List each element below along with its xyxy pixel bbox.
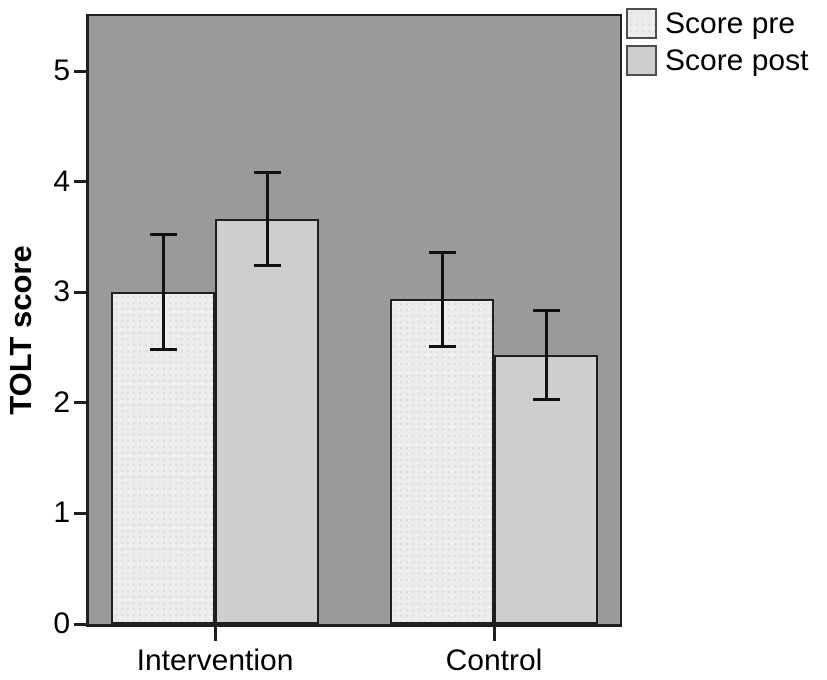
error-bar-cap-bottom-control-score-pre xyxy=(428,345,456,349)
y-tick-mark-2 xyxy=(74,401,86,405)
y-tick-mark-5 xyxy=(74,69,86,73)
x-category-label-intervention: Intervention xyxy=(136,644,294,677)
error-bar-cap-top-intervention-score-post xyxy=(253,171,281,175)
y-tick-label-3: 3 xyxy=(53,275,70,309)
error-bar-cap-top-control-score-pre xyxy=(428,251,456,255)
error-bar-line-control-score-post xyxy=(544,310,548,400)
y-tick-mark-1 xyxy=(74,511,86,515)
y-tick-label-2: 2 xyxy=(53,385,70,419)
bar-intervention-score-post xyxy=(215,219,319,624)
plot-area xyxy=(86,14,622,627)
legend-swatch-score-pre xyxy=(626,8,657,39)
y-tick-mark-0 xyxy=(74,622,86,626)
error-bar-line-control-score-pre xyxy=(440,252,444,347)
y-tick-label-0: 0 xyxy=(53,607,70,640)
legend-label-score-post: Score post xyxy=(665,44,809,77)
x-tick-mark-control xyxy=(492,627,496,641)
legend-item-score-pre: Score pre xyxy=(626,8,808,39)
error-bar-line-intervention-score-post xyxy=(265,172,269,266)
legend-swatch-score-post xyxy=(626,45,657,76)
legend-label-score-pre: Score pre xyxy=(665,7,796,40)
error-bar-line-intervention-score-pre xyxy=(161,234,165,350)
bar-control-score-pre xyxy=(390,298,494,624)
error-bar-cap-bottom-control-score-post xyxy=(532,398,560,402)
error-bar-cap-bottom-intervention-score-pre xyxy=(149,348,177,352)
y-tick-label-5: 5 xyxy=(53,54,70,88)
error-bar-cap-top-control-score-post xyxy=(532,308,560,312)
error-bar-cap-top-intervention-score-pre xyxy=(149,233,177,237)
legend-item-score-post: Score post xyxy=(626,45,808,76)
legend: Score pre Score post xyxy=(626,8,808,82)
y-tick-label-4: 4 xyxy=(53,164,70,198)
y-tick-mark-3 xyxy=(74,290,86,294)
x-tick-mark-intervention xyxy=(213,627,217,641)
y-tick-label-1: 1 xyxy=(53,496,70,530)
y-tick-mark-4 xyxy=(74,180,86,184)
x-category-label-control: Control xyxy=(445,644,543,677)
error-bar-cap-bottom-intervention-score-post xyxy=(253,264,281,268)
